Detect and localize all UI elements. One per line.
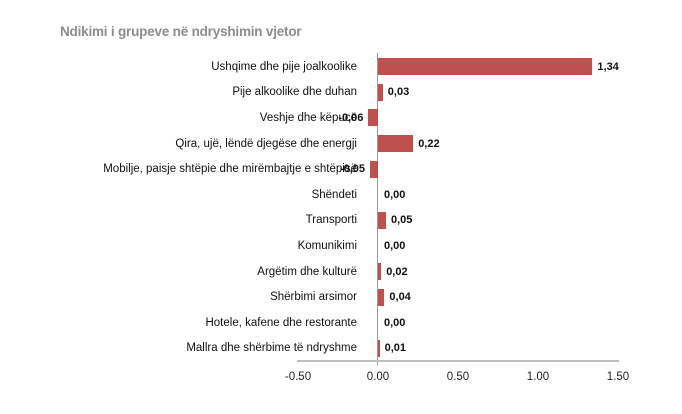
x-axis-tick-label: 1.50 xyxy=(606,371,630,383)
value-label: 0,05 xyxy=(391,214,413,227)
category-label: Pije alkoolike dhe duhan xyxy=(232,86,357,99)
bar-row: Shërbimi arsimor 0,04 xyxy=(0,284,682,310)
category-label: Komunikimi xyxy=(297,239,357,252)
chart-title: Ndikimi i grupeve në ndryshimin vjetor xyxy=(60,24,302,39)
bar-row: Komunikimi 0,00 xyxy=(0,233,682,259)
bar-row: Hotele, kafene dhe restorante 0,00 xyxy=(0,310,682,336)
value-label: 0,00 xyxy=(384,316,406,329)
x-axis-tick-label: 0.50 xyxy=(446,371,470,383)
zero-axis-line xyxy=(377,53,378,365)
category-label: Shërbimi arsimor xyxy=(270,291,357,304)
value-label: 0,03 xyxy=(387,86,410,99)
bar xyxy=(378,263,382,281)
category-label: Hotele, kafene dhe restorante xyxy=(205,316,357,329)
category-label: Transporti xyxy=(305,214,357,227)
value-label: 0,22 xyxy=(418,137,440,150)
category-label: Mobilje, paisje shtëpie dhe mirëmbajtje … xyxy=(103,163,357,176)
bar xyxy=(378,83,383,101)
bar xyxy=(378,288,385,306)
value-label: 0,00 xyxy=(384,239,406,252)
value-label: -0,06 xyxy=(338,111,364,124)
category-label: Qira, ujë, lëndë djegëse dhe energji xyxy=(175,137,357,150)
bar-row: Argëtim dhe kulturë 0,02 xyxy=(0,259,682,285)
x-axis-tick-label: -0.50 xyxy=(284,371,312,383)
bar xyxy=(378,58,593,76)
x-axis-tick-label: 1.00 xyxy=(526,371,550,383)
bar xyxy=(378,135,414,153)
category-label: Ushqime dhe pije joalkoolike xyxy=(211,60,357,73)
bar xyxy=(370,160,378,178)
bar-row: Mobilje, paisje shtëpie dhe mirëmbajtje … xyxy=(0,156,682,182)
category-label: Argëtim dhe kulturë xyxy=(257,265,357,278)
category-label: Veshje dhe këpucë xyxy=(259,111,357,124)
value-label: -0,05 xyxy=(339,163,365,176)
value-label: 0,04 xyxy=(389,291,411,304)
bar-row: Pije alkoolike dhe duhan 0,03 xyxy=(0,80,682,106)
value-label: 0,00 xyxy=(384,188,406,201)
value-label: 0,01 xyxy=(384,342,407,355)
bar-row: Ushqime dhe pije joalkoolike 1,34 xyxy=(0,54,682,80)
bar-row: Qira, ujë, lëndë djegëse dhe energji 0,22 xyxy=(0,131,682,157)
value-label: 0,02 xyxy=(386,265,408,278)
bar-row: Shëndeti 0,00 xyxy=(0,182,682,208)
bar xyxy=(368,109,378,127)
bar-row: Transporti 0,05 xyxy=(0,208,682,234)
value-label: 1,34 xyxy=(597,60,619,73)
bar xyxy=(378,339,380,357)
x-axis-tick-label: 0.00 xyxy=(366,371,390,383)
bar-row: Mallra dhe shërbime të ndryshme 0,01 xyxy=(0,336,682,362)
bar-row: Veshje dhe këpucë -0,06 xyxy=(0,105,682,131)
category-label: Shëndeti xyxy=(311,188,357,201)
category-label: Mallra dhe shërbime të ndryshme xyxy=(186,342,357,355)
bar xyxy=(378,211,386,229)
x-axis-line xyxy=(297,360,619,362)
